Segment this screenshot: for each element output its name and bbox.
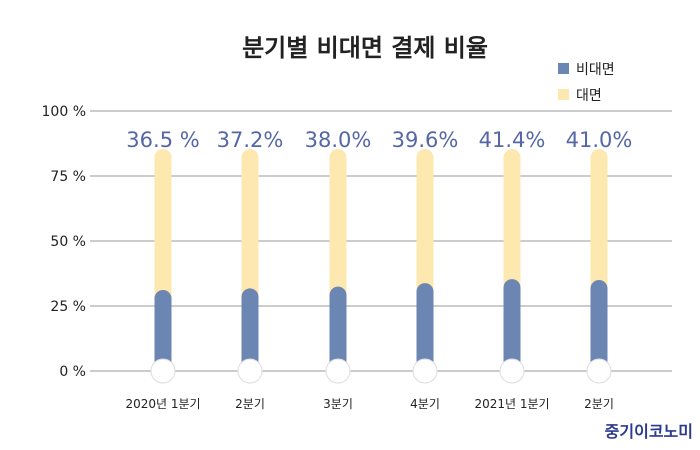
- bar-nontact: [329, 286, 347, 371]
- legend-label-nontact: 비대면: [576, 62, 615, 78]
- bar-nontact: [241, 288, 259, 371]
- data-label: 38.0%: [305, 128, 372, 152]
- legend-swatch-nontact: [558, 63, 569, 74]
- x-tick-label: 2분기: [235, 397, 265, 411]
- y-axis: 100 % 75 % 50 % 25 % 0 %: [42, 104, 86, 380]
- x-axis: 2020년 1분기 2분기 3분기 4분기 2021년 1분기 2분기: [125, 397, 613, 411]
- legend: 비대면 대면: [558, 62, 615, 104]
- bars: [150, 149, 612, 384]
- x-tick-label: 2020년 1분기: [125, 397, 200, 411]
- data-labels: 36.5 % 37.2% 38.0% 39.6% 41.4% 41.0%: [126, 128, 632, 152]
- legend-label-contact: 대면: [576, 88, 602, 104]
- data-label: 41.4%: [479, 128, 546, 152]
- bar-nontact: [503, 279, 521, 371]
- y-tick-label: 75 %: [50, 169, 86, 185]
- bar-base-knob: [237, 358, 263, 384]
- y-tick-label: 25 %: [50, 299, 86, 315]
- gridlines: [90, 110, 672, 372]
- bar-nontact: [154, 289, 172, 371]
- x-tick-label: 3분기: [323, 397, 353, 411]
- data-label: 36.5 %: [126, 128, 199, 152]
- bar-base-knob: [150, 358, 176, 384]
- data-label: 39.6%: [392, 128, 459, 152]
- bar-base-knob: [325, 358, 351, 384]
- x-tick-label: 4분기: [410, 397, 440, 411]
- bar-base-knob: [412, 358, 438, 384]
- y-tick-label: 50 %: [50, 234, 86, 250]
- x-tick-label: 2분기: [584, 397, 614, 411]
- bar-nontact: [590, 279, 608, 371]
- y-tick-label: 100 %: [42, 104, 86, 120]
- bar-base-knob: [499, 358, 525, 384]
- bar-base-knob: [586, 358, 612, 384]
- data-label: 37.2%: [217, 128, 284, 152]
- x-tick-label: 2021년 1분기: [474, 397, 549, 411]
- legend-swatch-contact: [558, 89, 569, 100]
- brand-logo: 중기이코노미: [605, 422, 693, 441]
- data-label: 41.0%: [566, 128, 633, 152]
- bar-nontact: [416, 283, 434, 371]
- chart-title: 분기별 비대면 결제 비율: [242, 34, 488, 62]
- y-tick-label: 0 %: [59, 364, 86, 380]
